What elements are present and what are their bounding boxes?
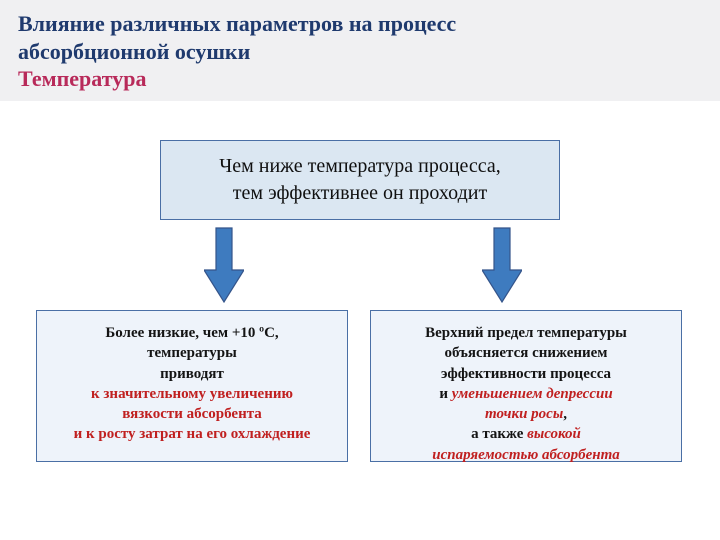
leaf-right-l7b: высокой <box>527 426 581 442</box>
arrow-shape <box>482 228 522 302</box>
leaf-right-l5: точки росы, <box>383 404 669 424</box>
leaf-node-right: Верхний предел температуры объясняется с… <box>370 310 682 462</box>
leaf-left-l1: Более низкие, чем +10 ºС, <box>49 323 335 343</box>
root-node-text: Чем ниже температура процесса, тем эффек… <box>219 153 501 207</box>
leaf-right-l7a: а также <box>471 426 527 442</box>
arrow-down-icon <box>204 224 244 304</box>
header-title-line1: Влияние различных параметров на процесс <box>18 10 702 38</box>
leaf-left-l5: вязкости абсорбента <box>49 404 335 424</box>
leaf-right-l4b: уменьшением депрессии <box>452 386 613 402</box>
leaf-right-l5-text: точки росы <box>485 406 563 422</box>
leaf-right-l4a: и <box>439 386 451 402</box>
leaf-left-l3: приводят <box>49 364 335 384</box>
root-line1: Чем ниже температура процесса, <box>219 155 501 177</box>
arrow-shape <box>204 228 244 302</box>
leaf-right-l4: и уменьшением депрессии <box>383 384 669 404</box>
leaf-right-l8: испаряемостью абсорбента <box>383 445 669 465</box>
leaf-right-l7: а также высокой <box>383 424 669 444</box>
leaf-left-l6: и к росту затрат на его охлаждение <box>49 424 335 444</box>
header-subtitle: Температура <box>18 65 702 93</box>
root-node: Чем ниже температура процесса, тем эффек… <box>160 140 560 220</box>
arrow-down-right <box>482 224 522 304</box>
arrow-down-left <box>204 224 244 304</box>
leaf-left-l2: температуры <box>49 343 335 363</box>
leaf-right-l2: объясняется снижением <box>383 343 669 363</box>
leaf-right-l3: эффективности процесса <box>383 364 669 384</box>
slide-header: Влияние различных параметров на процесс … <box>0 0 720 101</box>
leaf-node-left: Более низкие, чем +10 ºС, температуры пр… <box>36 310 348 462</box>
header-title-line2: абсорбционной осушки <box>18 38 702 66</box>
leaf-left-l4: к значительному увеличению <box>49 384 335 404</box>
root-line2: тем эффективнее он проходит <box>233 182 487 204</box>
leaf-right-l1: Верхний предел температуры <box>383 323 669 343</box>
arrow-down-icon <box>482 224 522 304</box>
leaf-right-l6a: , <box>563 406 567 422</box>
